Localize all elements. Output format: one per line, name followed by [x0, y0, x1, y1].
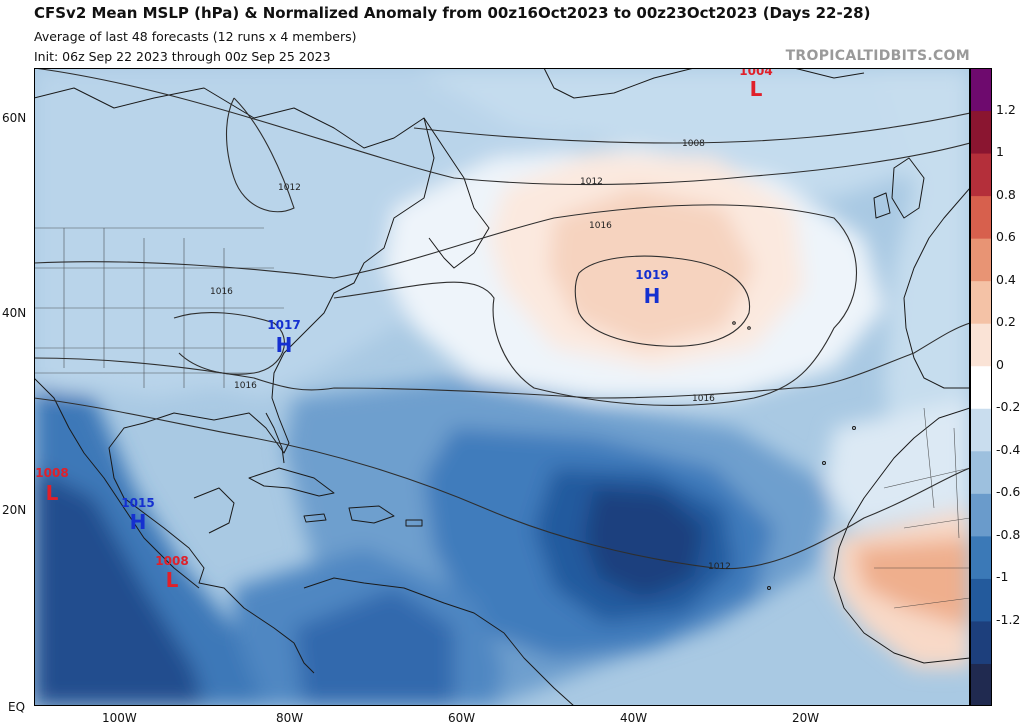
lon-label: 100W	[102, 711, 137, 725]
colorbar-segment	[970, 663, 992, 706]
lon-label: 20W	[792, 711, 820, 725]
center-letter: H	[130, 510, 147, 534]
high-center-1019: 1019 H	[635, 268, 668, 308]
init-time: Init: 06z Sep 22 2023 through 00z Sep 25…	[34, 49, 331, 64]
lon-label: 80W	[276, 711, 304, 725]
colorbar-label: 0.8	[996, 186, 1016, 202]
lat-label: EQ	[8, 700, 26, 714]
low-center-1008-central-america: 1008 L	[155, 554, 188, 592]
map-title: CFSv2 Mean MSLP (hPa) & Normalized Anoma…	[34, 4, 871, 22]
colorbar-segment	[970, 408, 992, 452]
site-watermark: TROPICALTIDBITS.COM	[785, 48, 970, 64]
pressure-centers: 1004 L 1019 H 1017 H 1015 H 1008 L 1008 …	[35, 68, 772, 592]
high-center-1015: 1015 H	[121, 496, 154, 534]
colorbar-label: 0.6	[996, 229, 1016, 245]
center-letter: L	[166, 568, 179, 592]
colorbar-segment	[970, 110, 992, 154]
political-borders	[34, 227, 970, 609]
lon-label: 60W	[448, 711, 476, 725]
center-value: 1008	[35, 466, 68, 480]
isobar-label: 1012	[580, 177, 603, 187]
colorbar-label: -0.6	[996, 484, 1021, 500]
lat-label: 40N	[2, 306, 27, 320]
colorbar-segment	[970, 280, 992, 324]
colorbar-label: -0.2	[996, 399, 1021, 415]
lon-label: 40W	[620, 711, 648, 725]
anomaly-colorbar	[970, 68, 992, 706]
high-center-1017: 1017 H	[267, 318, 300, 357]
colorbar-label: 1.2	[996, 101, 1016, 117]
lat-label: 60N	[2, 111, 27, 125]
center-value: 1019	[635, 268, 668, 282]
colorbar-label: 1	[996, 144, 1004, 160]
center-value: 1008	[155, 554, 188, 568]
colorbar-segment	[970, 493, 992, 537]
center-letter: H	[276, 333, 293, 357]
center-value: 1017	[267, 318, 300, 332]
coastlines	[34, 68, 970, 706]
low-center-1004: 1004 L	[739, 68, 772, 101]
colorbar-label: -0.4	[996, 441, 1021, 457]
colorbar-segment	[970, 323, 992, 367]
colorbar-segment	[970, 153, 992, 197]
colorbar-segment	[970, 68, 992, 112]
colorbar-segment	[970, 195, 992, 239]
center-value: 1015	[121, 496, 154, 510]
colorbar-label: -0.8	[996, 526, 1021, 542]
isobar-label: 1016	[692, 394, 715, 404]
center-value: 1004	[739, 68, 772, 78]
colorbar-segment	[970, 535, 992, 579]
colorbar-label: 0.2	[996, 314, 1016, 330]
center-letter: H	[644, 284, 661, 308]
isobar-label: 1016	[234, 381, 257, 391]
colorbar-segment	[970, 450, 992, 494]
isobar-label: 1008	[682, 139, 705, 149]
colorbar-segment	[970, 365, 992, 409]
isobar-label: 1012	[278, 183, 301, 193]
center-letter: L	[750, 77, 763, 101]
isobar-label: 1016	[589, 221, 612, 231]
colorbar-label: -1	[996, 569, 1009, 585]
isobar-labels: 1008 1012 1016 1016 1016 1016 1012 1012	[210, 139, 731, 572]
map-frame	[34, 68, 970, 706]
colorbar-segment	[970, 578, 992, 622]
isobars	[34, 68, 970, 570]
isobar-label: 1016	[210, 287, 233, 297]
map-subtitle: Average of last 48 forecasts (12 runs x …	[34, 29, 357, 44]
colorbar-label: 0.4	[996, 271, 1016, 287]
colorbar-segment	[970, 620, 992, 664]
lat-label: 20N	[2, 503, 27, 517]
colorbar-label: -1.2	[996, 611, 1021, 627]
mslp-anomaly-map: 1008 1012 1016 1016 1016 1016 1012 1012 …	[34, 68, 970, 706]
isobar-label: 1012	[708, 562, 731, 572]
low-center-1008-pacific: 1008 L	[35, 466, 68, 505]
colorbar-label: 0	[996, 356, 1004, 372]
colorbar-segment	[970, 238, 992, 282]
center-letter: L	[46, 481, 59, 505]
